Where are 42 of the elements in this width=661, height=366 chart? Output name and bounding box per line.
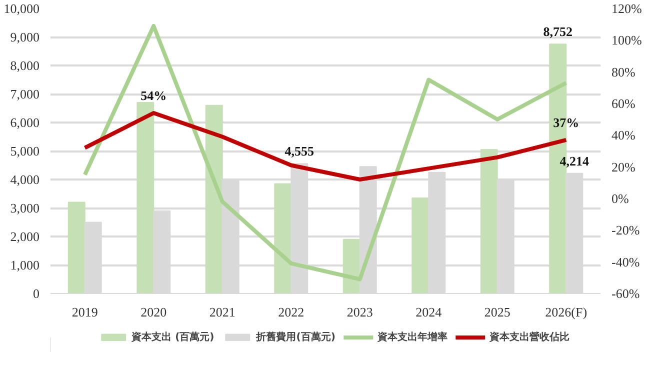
y2-tick-label: -60% bbox=[612, 286, 640, 301]
y2-tick-label: 80% bbox=[612, 64, 636, 80]
y2-tick-label: 20% bbox=[612, 159, 636, 174]
y2-tick-label: 60% bbox=[612, 96, 636, 111]
bar bbox=[480, 149, 498, 294]
y-tick-label: 7,000 bbox=[10, 86, 40, 102]
legend-label: 資本支出營收佔比 bbox=[489, 330, 570, 344]
y2-tick-label: -40% bbox=[612, 254, 640, 270]
bar bbox=[412, 198, 430, 294]
x-tick-label: 2023 bbox=[346, 304, 373, 320]
y-tick-label: 1,000 bbox=[10, 258, 40, 272]
x-tick-label: 2024 bbox=[416, 304, 442, 320]
y2-tick-label: 0% bbox=[612, 191, 629, 206]
legend-label: 資本支出 (百萬元) bbox=[132, 330, 214, 344]
y-tick-label: 4,000 bbox=[10, 172, 40, 187]
legend-label: 資本支出年增率 bbox=[377, 330, 448, 344]
y2-tick-label: 100% bbox=[612, 32, 642, 48]
y2-tick-label: 40% bbox=[612, 128, 636, 143]
x-tick-label: 2026(F) bbox=[545, 304, 588, 320]
data-label: 4,555 bbox=[284, 144, 314, 159]
y-tick-label: 9,000 bbox=[10, 30, 40, 44]
bar bbox=[68, 202, 86, 294]
y-tick-label: 10,000 bbox=[4, 1, 40, 16]
data-label: 8,752 bbox=[543, 24, 572, 40]
x-tick-label: 2019 bbox=[72, 304, 98, 320]
legend-label: 折舊費用(百萬元) bbox=[256, 330, 336, 344]
y2-tick-label: 120% bbox=[612, 1, 642, 16]
y-tick-label: 3,000 bbox=[10, 200, 40, 216]
x-tick-label: 2022 bbox=[278, 304, 304, 320]
y-tick-label: 2,000 bbox=[10, 229, 40, 244]
y-tick-label: 5,000 bbox=[10, 144, 40, 158]
data-label: 54% bbox=[140, 88, 167, 103]
data-label: 4,214 bbox=[560, 153, 590, 168]
data-label: 37% bbox=[553, 114, 580, 130]
x-tick-label: 2021 bbox=[209, 304, 236, 320]
y-tick-label: 6,000 bbox=[10, 115, 40, 130]
y2-tick-label: -20% bbox=[612, 222, 640, 238]
bar bbox=[136, 102, 154, 294]
x-tick-label: 2025 bbox=[484, 304, 510, 320]
x-tick-label: 2020 bbox=[140, 304, 167, 320]
y-tick-label: 8,000 bbox=[10, 58, 40, 73]
y-tick-label: 0 bbox=[33, 286, 40, 301]
